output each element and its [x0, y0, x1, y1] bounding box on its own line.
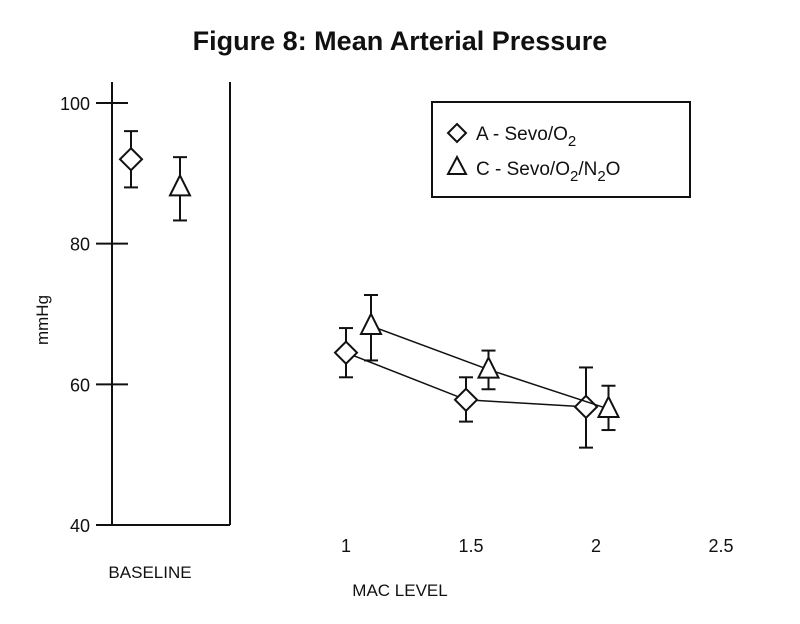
legend-diamond-icon	[446, 122, 468, 144]
y-tick-label: 60	[70, 375, 90, 395]
series-c	[168, 156, 621, 432]
series-a	[118, 130, 599, 449]
triangle-marker	[168, 173, 192, 197]
y-axis-label: mmHg	[33, 295, 52, 345]
triangle-marker	[359, 311, 383, 335]
legend-label-c: C - Sevo/O2/N2O	[476, 159, 620, 185]
x-tick-label: 1.5	[458, 536, 483, 556]
x-tick-label: 2	[591, 536, 601, 556]
x-tick-label: 1	[341, 536, 351, 556]
triangle-marker	[596, 394, 621, 418]
diamond-marker	[118, 146, 144, 172]
diamond-marker	[333, 340, 359, 366]
diamond-marker	[573, 394, 599, 420]
x-tick-label: 2.5	[708, 536, 733, 556]
y-tick-label: 80	[70, 235, 90, 255]
triangle-marker	[476, 355, 501, 379]
legend: A - Sevo/O2 C - Sevo/O2/N2O	[431, 101, 691, 198]
y-tick-label: 40	[70, 516, 90, 536]
x-axis-label: MAC LEVEL	[352, 581, 447, 600]
chart-title: Figure 8: Mean Arterial Pressure	[193, 26, 608, 56]
diamond-marker	[453, 387, 479, 413]
legend-label-a: A - Sevo/O2	[476, 124, 576, 150]
baseline-label: BASELINE	[108, 563, 191, 582]
legend-triangle-icon	[446, 154, 468, 175]
legend-box	[431, 101, 691, 198]
y-tick-label: 100	[60, 94, 90, 114]
